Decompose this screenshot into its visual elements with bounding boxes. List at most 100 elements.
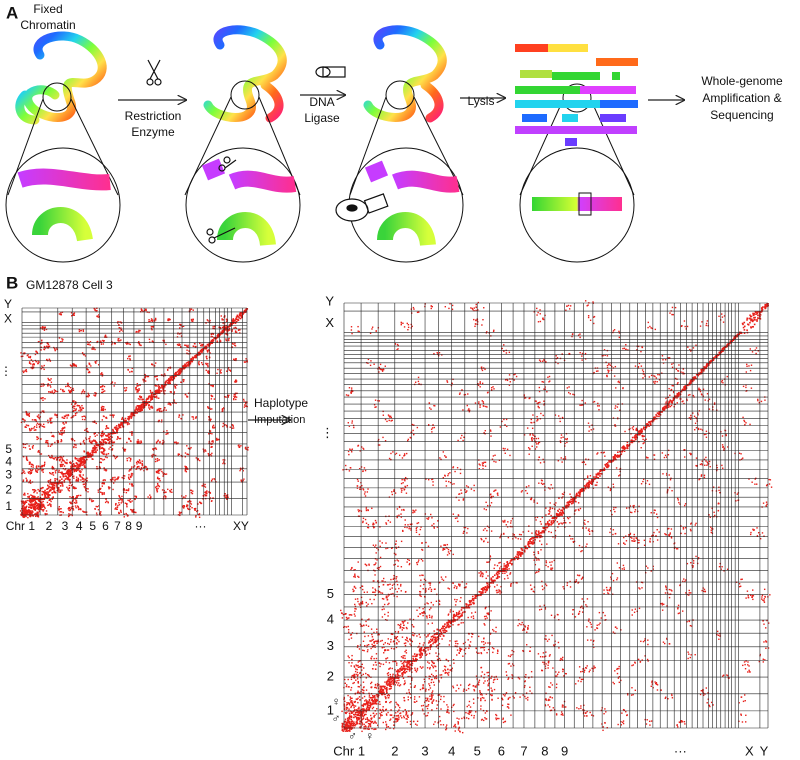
contact: [163, 373, 166, 375]
contact: [434, 641, 437, 644]
contact: [210, 384, 212, 387]
contact: [138, 342, 141, 345]
contact: [74, 502, 77, 504]
contact: [632, 440, 635, 442]
contact: [87, 343, 90, 346]
contact: [540, 531, 543, 534]
contact: [521, 548, 523, 550]
contact: [103, 415, 105, 418]
contact: [63, 479, 66, 482]
contact: [621, 446, 623, 449]
contact: [59, 459, 61, 462]
contact: [470, 600, 472, 603]
contact: [506, 561, 509, 563]
contact: [243, 311, 245, 314]
contact: [37, 503, 40, 505]
contact: [180, 454, 182, 457]
contact: [86, 343, 89, 346]
contact: [45, 510, 48, 512]
contact: [84, 418, 86, 421]
contact: [167, 369, 169, 371]
contact: [49, 379, 51, 382]
contact: [753, 323, 756, 326]
contact: [147, 396, 150, 399]
contact: [29, 482, 32, 484]
contact: [595, 473, 598, 476]
contact: [154, 447, 157, 449]
contact: [74, 486, 76, 489]
contact: [67, 473, 69, 476]
contact: [114, 428, 117, 430]
contact: [119, 426, 122, 429]
contact: [206, 351, 209, 353]
contact: [36, 471, 38, 473]
contact: [47, 419, 49, 422]
contact: [69, 478, 71, 481]
contact: [663, 409, 666, 411]
contact: [136, 409, 139, 412]
contact: [72, 487, 75, 489]
contact: [636, 436, 638, 439]
contact: [192, 418, 195, 420]
contact: [207, 365, 209, 368]
contact: [86, 430, 88, 432]
contact: [224, 424, 226, 426]
contact: [756, 311, 759, 313]
contact: [635, 438, 637, 441]
contact: [33, 427, 35, 429]
contact: [158, 478, 160, 480]
contact: [480, 593, 483, 595]
contact: [140, 440, 142, 442]
contact: [93, 432, 95, 435]
contact: [749, 321, 751, 324]
contact: [191, 416, 193, 418]
contact: [106, 435, 108, 437]
contact: [85, 395, 88, 398]
contact: [619, 450, 621, 453]
x-label: 5: [89, 519, 96, 533]
contact: [155, 392, 157, 394]
contact: [49, 391, 52, 393]
contact: [137, 406, 139, 408]
contact: [55, 469, 58, 471]
contact: [47, 495, 49, 497]
contact: [628, 444, 631, 447]
contact: [68, 475, 70, 478]
contact: [199, 344, 202, 347]
x-label: Y: [241, 519, 249, 533]
contact: [192, 319, 194, 321]
contact: [234, 381, 236, 383]
contact: [715, 354, 717, 357]
contact: [31, 446, 34, 448]
contact: [150, 496, 152, 498]
contact: [184, 465, 186, 468]
contact: [444, 623, 446, 625]
contact: [695, 373, 698, 376]
contact: [236, 318, 238, 320]
contact: [67, 488, 69, 490]
contact: [226, 370, 228, 372]
contact: [725, 346, 728, 348]
contact: [125, 342, 127, 344]
contact: [60, 507, 62, 510]
contact: [30, 503, 33, 505]
contact: [228, 394, 230, 397]
contact: [135, 461, 138, 464]
contact: [121, 499, 124, 501]
contact: [109, 414, 111, 416]
contact: [83, 458, 86, 461]
contact: [68, 513, 70, 515]
arrow-label: Haplotype: [254, 396, 308, 410]
contact: [42, 504, 45, 506]
contact: [131, 509, 133, 511]
contact: [183, 505, 186, 508]
contact: [96, 449, 98, 451]
contact: [125, 419, 127, 422]
contact: [459, 615, 462, 617]
contact: [51, 467, 53, 469]
contact: [412, 657, 414, 660]
contact: [24, 513, 26, 515]
contact: [211, 433, 213, 435]
contact: [47, 421, 49, 424]
contact: [428, 640, 431, 642]
